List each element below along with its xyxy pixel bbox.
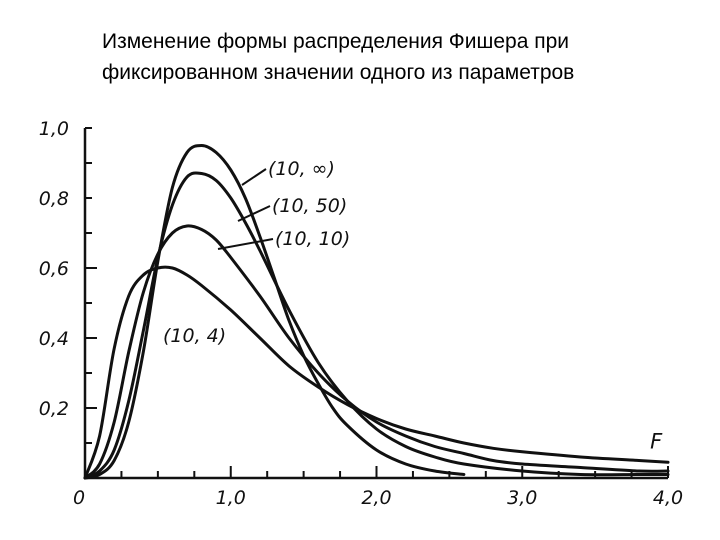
- series-label-10-50: (10, 50): [272, 195, 347, 217]
- series-label-10-inf: (10, ∞): [268, 158, 335, 180]
- y-tick-label: 0,4: [39, 328, 69, 350]
- x-tick-label: 1,0: [216, 487, 246, 509]
- series-line-10-50: [83, 171, 670, 480]
- y-tick-label: 0,6: [39, 258, 69, 280]
- slide-title: Изменение формы распределения Фишера при…: [102, 26, 682, 88]
- series-line-10-10: [83, 224, 670, 480]
- x-tick-label: 2,0: [361, 487, 391, 509]
- title-line-1: Изменение формы распределения Фишера при: [102, 30, 569, 53]
- series-label-leader: [237, 205, 271, 222]
- axes: 0,2 0,4 0,6 0,8 1,0 0 1,0 2,0 3,0 4,0 F: [39, 118, 683, 509]
- series-label-leader: [217, 238, 274, 250]
- series-label-leader: [241, 168, 267, 186]
- series-line-10-4: [83, 265, 670, 480]
- y-tick-label: 0,8: [39, 188, 69, 210]
- x-tick-label: 4,0: [653, 487, 683, 509]
- title-line-2: фиксированном значении одного из парамет…: [102, 61, 575, 84]
- x-axis-title: F: [650, 429, 663, 453]
- series-line-10-inf: [83, 144, 466, 480]
- series-lines: [83, 144, 670, 480]
- y-tick-label: 1,0: [39, 118, 69, 140]
- y-tick-label: 0,2: [39, 398, 69, 420]
- series-label-10-4: (10, 4): [163, 325, 226, 347]
- x-tick-label: 3,0: [507, 487, 537, 509]
- x-tick-label: 0: [73, 487, 85, 509]
- series-labels: (10, ∞) (10, 50) (10, 10) (10, 4): [163, 158, 350, 347]
- series-label-10-10: (10, 10): [275, 228, 350, 250]
